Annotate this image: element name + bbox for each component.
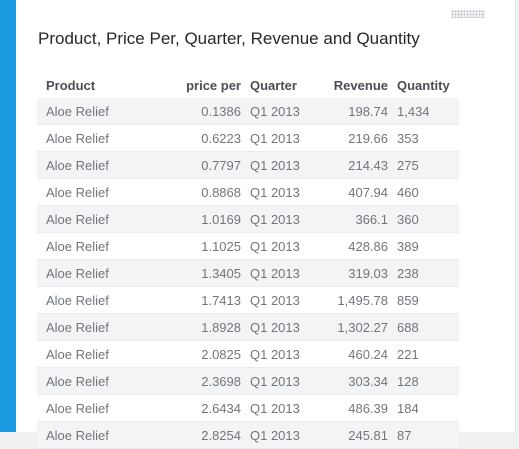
quantity-cell: 859	[397, 286, 459, 314]
quantity-cell: 1,434	[397, 98, 459, 125]
quarter-cell: Q1 2013	[250, 367, 312, 395]
quantity-cell: 360	[397, 205, 459, 233]
revenue-cell: 486.39	[312, 394, 397, 422]
product-cell: Aloe Relief	[37, 367, 172, 395]
quarter-cell: Q1 2013	[250, 340, 312, 368]
price-per-cell: 1.7413	[172, 286, 250, 314]
quantity-cell: 128	[397, 367, 459, 395]
column-header-quantity[interactable]: Quantity	[397, 78, 450, 93]
quarter-cell: Q1 2013	[250, 151, 312, 179]
product-cell: Aloe Relief	[37, 178, 172, 206]
revenue-cell: 219.66	[312, 124, 397, 152]
revenue-cell: 460.24	[312, 340, 397, 368]
revenue-cell: 303.34	[312, 367, 397, 395]
product-cell: Aloe Relief	[37, 340, 172, 368]
product-cell: Aloe Relief	[37, 232, 172, 260]
price-per-cell: 0.8868	[172, 178, 250, 206]
quarter-cell: Q1 2013	[250, 394, 312, 422]
column-header-price-per[interactable]: price per	[186, 78, 241, 93]
table-row: Aloe Relief 0.1386 Q1 2013 198.74 1,434	[37, 98, 459, 125]
quarter-cell: Q1 2013	[250, 421, 312, 449]
revenue-cell: 1,302.27	[312, 313, 397, 341]
quarter-cell: Q1 2013	[250, 232, 312, 260]
left-accent-bar	[0, 0, 16, 432]
table-row: Aloe Relief 1.8928 Q1 2013 1,302.27 688	[37, 313, 459, 341]
quarter-cell: Q1 2013	[250, 124, 312, 152]
table-header-row: Product price per Quarter Revenue Quanti…	[37, 73, 459, 98]
quarter-cell: Q1 2013	[250, 259, 312, 287]
quantity-cell: 389	[397, 232, 459, 260]
price-per-cell: 2.3698	[172, 367, 250, 395]
product-cell: Aloe Relief	[37, 124, 172, 152]
column-header-quarter[interactable]: Quarter	[250, 78, 297, 93]
price-per-cell: 0.7797	[172, 151, 250, 179]
table-row: Aloe Relief 1.0169 Q1 2013 366.1 360	[37, 205, 459, 233]
quarter-cell: Q1 2013	[250, 205, 312, 233]
price-per-cell: 2.6434	[172, 394, 250, 422]
quantity-cell: 221	[397, 340, 459, 368]
table-row: Aloe Relief 0.7797 Q1 2013 214.43 275	[37, 151, 459, 179]
product-cell: Aloe Relief	[37, 421, 172, 449]
table-row: Aloe Relief 1.1025 Q1 2013 428.86 389	[37, 232, 459, 260]
revenue-cell: 245.81	[312, 421, 397, 449]
price-per-cell: 0.6223	[172, 124, 250, 152]
quantity-cell: 275	[397, 151, 459, 179]
table-row: Aloe Relief 1.7413 Q1 2013 1,495.78 859	[37, 286, 459, 314]
table-row: Aloe Relief 2.8254 Q1 2013 245.81 87	[37, 421, 459, 449]
price-per-cell: 2.8254	[172, 421, 250, 449]
revenue-cell: 407.94	[312, 178, 397, 206]
quantity-cell: 353	[397, 124, 459, 152]
revenue-cell: 366.1	[312, 205, 397, 233]
table-row: Aloe Relief 1.3405 Q1 2013 319.03 238	[37, 259, 459, 287]
product-cell: Aloe Relief	[37, 394, 172, 422]
quantity-cell: 238	[397, 259, 459, 287]
product-cell: Aloe Relief	[37, 259, 172, 287]
price-per-cell: 1.3405	[172, 259, 250, 287]
price-per-cell: 1.1025	[172, 232, 250, 260]
revenue-cell: 428.86	[312, 232, 397, 260]
quarter-cell: Q1 2013	[250, 178, 312, 206]
table-row: Aloe Relief 2.6434 Q1 2013 486.39 184	[37, 394, 459, 422]
quarter-cell: Q1 2013	[250, 98, 312, 125]
revenue-cell: 319.03	[312, 259, 397, 287]
table-row: Aloe Relief 0.6223 Q1 2013 219.66 353	[37, 124, 459, 152]
quantity-cell: 184	[397, 394, 459, 422]
table-row: Aloe Relief 0.8868 Q1 2013 407.94 460	[37, 178, 459, 206]
column-header-revenue[interactable]: Revenue	[333, 78, 388, 93]
price-per-cell: 0.1386	[172, 98, 250, 125]
quantity-cell: 688	[397, 313, 459, 341]
page-title: Product, Price Per, Quarter, Revenue and…	[38, 29, 420, 48]
revenue-cell: 214.43	[312, 151, 397, 179]
product-cell: Aloe Relief	[37, 313, 172, 341]
quantity-cell: 460	[397, 178, 459, 206]
product-cell: Aloe Relief	[37, 286, 172, 314]
data-table: Product price per Quarter Revenue Quanti…	[37, 73, 459, 449]
table-row: Aloe Relief 2.0825 Q1 2013 460.24 221	[37, 340, 459, 368]
price-per-cell: 1.8928	[172, 313, 250, 341]
quantity-cell: 87	[397, 421, 459, 449]
product-cell: Aloe Relief	[37, 151, 172, 179]
price-per-cell: 2.0825	[172, 340, 250, 368]
product-cell: Aloe Relief	[37, 98, 172, 125]
revenue-cell: 198.74	[312, 98, 397, 125]
quarter-cell: Q1 2013	[250, 313, 312, 341]
report-panel: Product, Price Per, Quarter, Revenue and…	[16, 0, 516, 449]
price-per-cell: 1.0169	[172, 205, 250, 233]
quarter-cell: Q1 2013	[250, 286, 312, 314]
drag-handle-icon[interactable]	[451, 10, 485, 18]
column-header-product[interactable]: Product	[46, 78, 96, 93]
table-row: Aloe Relief 2.3698 Q1 2013 303.34 128	[37, 367, 459, 395]
product-cell: Aloe Relief	[37, 205, 172, 233]
revenue-cell: 1,495.78	[312, 286, 397, 314]
